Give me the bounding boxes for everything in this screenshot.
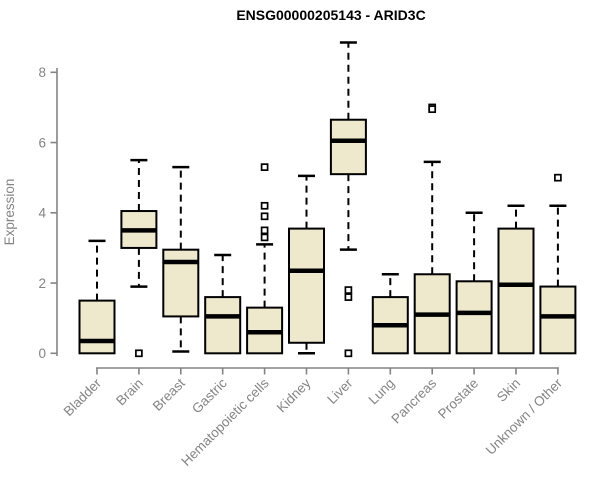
y-tick-label: 8: [38, 65, 46, 80]
outlier-point: [260, 226, 269, 235]
box-lung: [371, 273, 409, 355]
x-tick-label-bladder: Bladder: [61, 375, 105, 419]
iqr-box: [162, 248, 200, 318]
y-axis-label: Expression: [2, 179, 17, 246]
x-tick-label-skin: Skin: [494, 376, 523, 405]
outlier-point: [344, 286, 353, 294]
y-tick-label: 6: [38, 135, 46, 150]
box-bladder: [78, 239, 116, 355]
outlier-point: [344, 293, 353, 301]
x-tick-label-liver: Liver: [324, 375, 356, 407]
box-skin: [497, 204, 535, 355]
box-prostate: [455, 211, 493, 355]
outlier-point: [554, 173, 562, 182]
outlier-point: [344, 349, 353, 358]
chart-title: ENSG00000205143 - ARID3C: [236, 7, 425, 23]
y-tick-label: 2: [38, 276, 46, 291]
iqr-box: [455, 280, 493, 355]
y-tick-label: 0: [38, 346, 46, 361]
y-tick-labels: 0 2 4 6 8: [38, 65, 46, 361]
iqr-box: [288, 227, 325, 344]
axes: [50, 68, 559, 375]
outlier-point: [260, 201, 269, 210]
x-tick-label-unknown-other: Unknown / Other: [483, 375, 566, 458]
outlier-point: [260, 212, 269, 221]
y-tick-label: 4: [38, 206, 46, 221]
box-pancreas: [413, 103, 451, 355]
box-unknown-other: [539, 173, 577, 355]
x-tick-label-breast: Breast: [150, 375, 188, 413]
x-tick-label-kidney: Kidney: [274, 375, 314, 415]
x-tick-label-lung: Lung: [366, 376, 398, 408]
box-kidney: [288, 174, 325, 355]
outlier-point: [260, 233, 269, 242]
x-tick-label-prostate: Prostate: [435, 376, 481, 422]
outlier-point: [428, 105, 437, 114]
box-hematopoietic-cells: [246, 163, 284, 355]
outlier-point: [135, 349, 143, 358]
outlier-point: [260, 163, 269, 171]
iqr-box: [539, 285, 577, 355]
box-gastric: [204, 253, 242, 355]
iqr-box: [329, 118, 367, 176]
box-liver: [329, 41, 367, 358]
iqr-box: [497, 227, 535, 355]
boxes: [78, 41, 577, 358]
iqr-box: [204, 296, 242, 355]
x-tick-label-gastric: Gastric: [189, 375, 230, 416]
x-tick-label-pancreas: Pancreas: [388, 375, 439, 426]
box-breast: [162, 165, 200, 353]
x-tick-label-brain: Brain: [113, 376, 146, 409]
box-brain: [120, 158, 158, 358]
iqr-box: [78, 299, 116, 355]
